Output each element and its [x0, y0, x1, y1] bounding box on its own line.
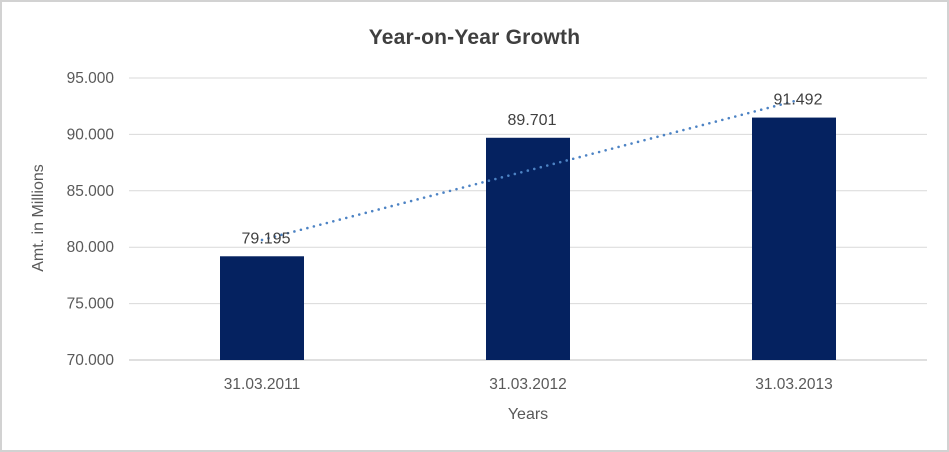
y-tick-label: 90.000 [67, 126, 115, 143]
x-category-label: 31.03.2013 [755, 376, 833, 393]
y-tick-label: 85.000 [67, 183, 115, 200]
y-tick-label: 75.000 [67, 296, 115, 313]
y-tick-label: 95.000 [67, 70, 115, 87]
data-label: 91.492 [774, 92, 823, 109]
bar-31.03.2013[interactable] [752, 117, 836, 360]
data-label: 89.701 [508, 112, 557, 129]
data-label: 79.195 [242, 230, 291, 247]
bar-31.03.2012[interactable] [486, 137, 570, 360]
y-tick-label: 70.000 [67, 352, 115, 369]
x-axis-title: Years [507, 406, 549, 423]
chart-title: Year-on-Year Growth [368, 26, 581, 49]
x-category-label: 31.03.2012 [489, 376, 567, 393]
x-category-label: 31.03.2011 [224, 376, 300, 393]
y-tick-label: 80.000 [67, 239, 115, 256]
trendline-dotted[interactable] [260, 99, 796, 242]
bar-31.03.2011[interactable] [220, 256, 304, 360]
